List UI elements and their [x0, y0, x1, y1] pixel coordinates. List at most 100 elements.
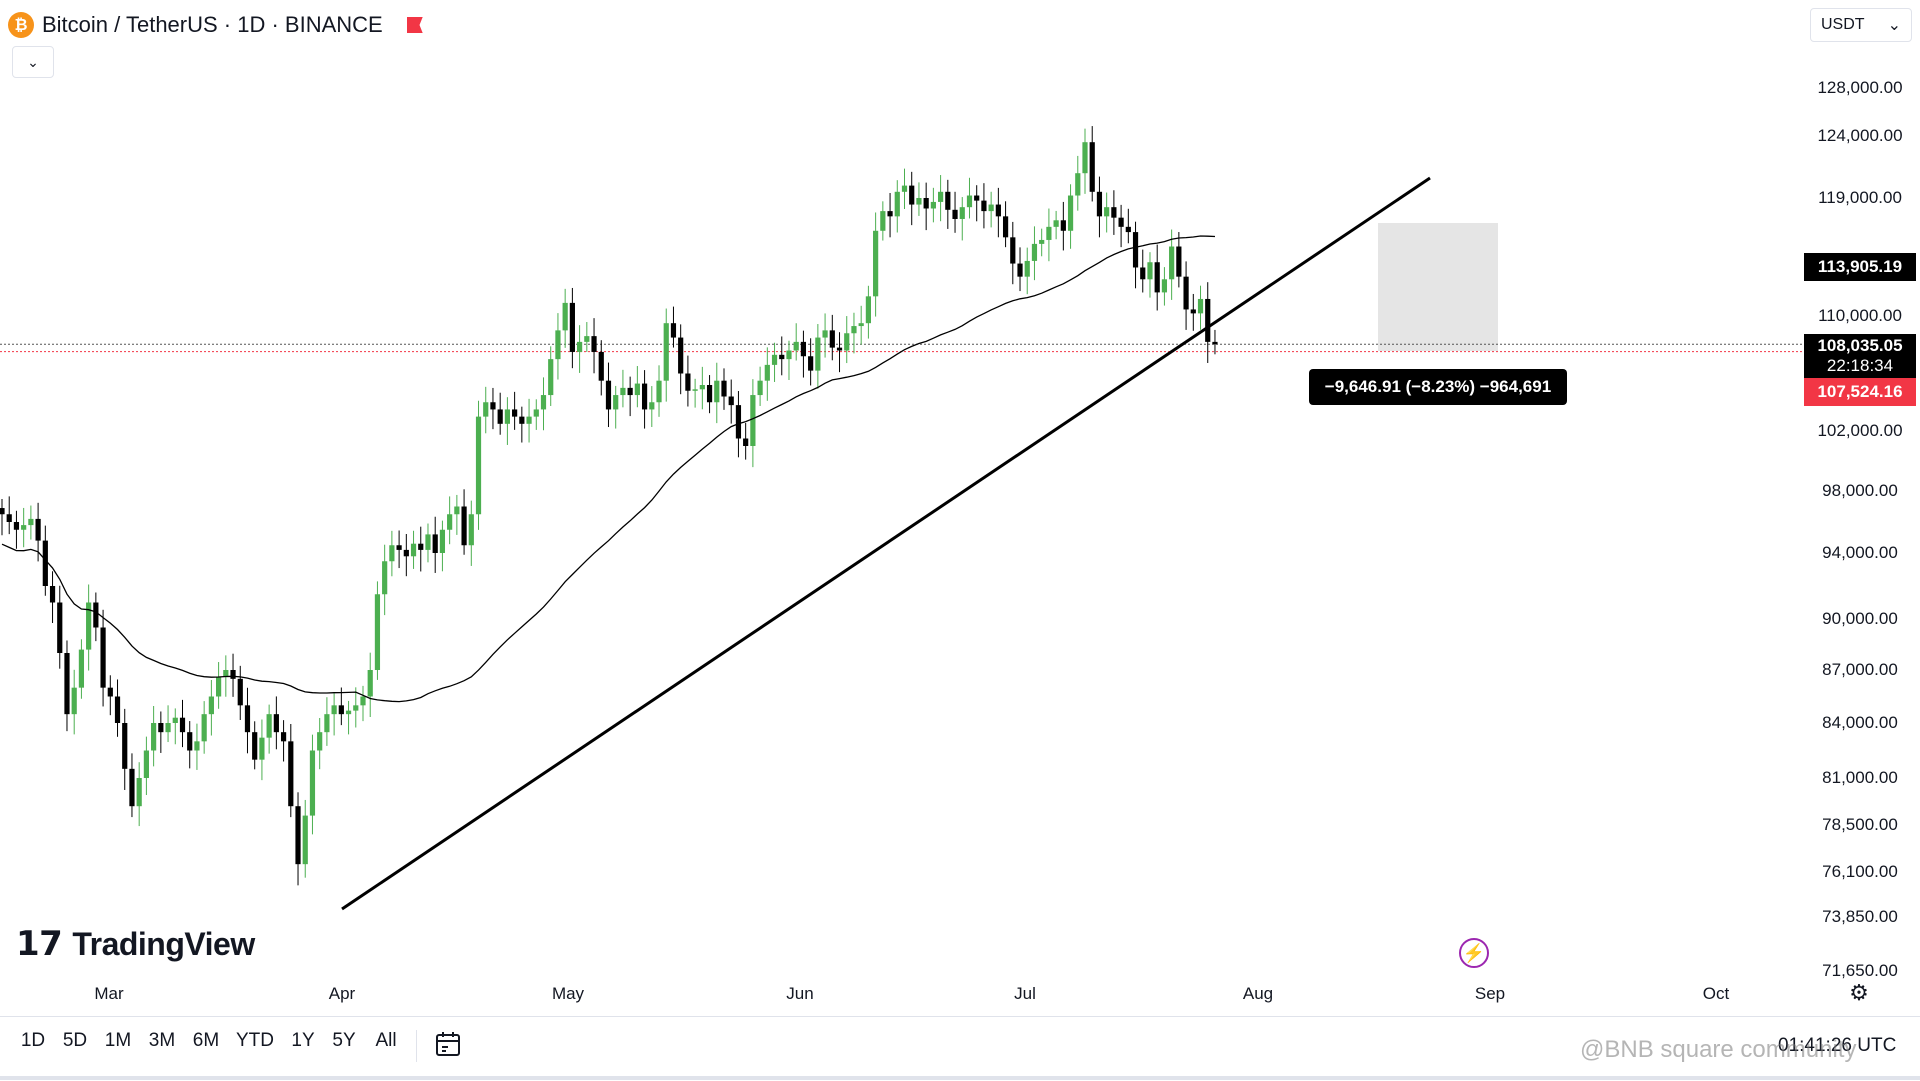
candle-body — [151, 723, 157, 751]
candle-body — [945, 191, 951, 210]
flag-icon[interactable] — [406, 17, 423, 33]
candle-body — [360, 696, 366, 706]
currency-selector[interactable]: USDT ⌄ — [1810, 8, 1912, 42]
candle-body — [938, 191, 944, 202]
candle-body — [577, 341, 583, 352]
lightning-icon[interactable]: ⚡ — [1459, 938, 1489, 968]
candle-body — [512, 409, 518, 417]
candle-body — [13, 522, 20, 530]
range-button-1y[interactable]: 1Y — [291, 1030, 315, 1051]
candle-body — [851, 326, 857, 334]
candle-body — [324, 714, 330, 733]
current-price-tag: 108,035.05 22:18:34 — [1804, 334, 1916, 378]
candle-body — [21, 525, 27, 530]
candle-body — [1147, 262, 1153, 280]
time-tick-label: Jun — [786, 984, 814, 1003]
time-tick-label: Sep — [1474, 984, 1506, 1003]
candle-body — [425, 534, 431, 550]
price-tick-label: 110,000.00 — [1818, 306, 1902, 325]
candle-body — [692, 389, 698, 391]
candle-body — [706, 385, 713, 403]
candle-body — [584, 336, 590, 342]
candle-body — [1053, 220, 1059, 227]
candle-body — [844, 333, 850, 351]
price-tick-label: 90,000.00 — [1822, 609, 1898, 628]
range-button-1m[interactable]: 1M — [104, 1030, 132, 1051]
range-button-3m[interactable]: 3M — [148, 1030, 176, 1051]
candle-body — [634, 383, 640, 396]
candle-body — [309, 750, 316, 816]
candle-body — [670, 323, 677, 338]
ma-price-tag: 113,905.19 — [1804, 253, 1916, 281]
candle-body — [331, 705, 337, 715]
candle-body — [757, 380, 763, 396]
settings-gear-icon[interactable]: ⚙ — [1849, 980, 1869, 1005]
price-tick-label: 124,000.00 — [1817, 126, 1903, 145]
candle-body — [1046, 226, 1052, 240]
range-button-6m[interactable]: 6M — [192, 1030, 220, 1051]
candle-body — [779, 354, 785, 360]
range-button-1d[interactable]: 1D — [20, 1030, 46, 1051]
collapse-legend-button[interactable]: ⌄ — [12, 46, 54, 78]
chevron-down-icon: ⌄ — [27, 53, 39, 70]
bitcoin-logo-icon: ₿ — [8, 12, 34, 38]
price-tick-label: 73,850.00 — [1822, 907, 1898, 926]
candle-body — [873, 230, 879, 297]
candle-body — [410, 543, 417, 557]
tradingview-logo[interactable]: 17 TradingView — [16, 924, 255, 964]
candle-body — [699, 385, 705, 390]
candle-body — [1205, 298, 1211, 342]
range-button-ytd[interactable]: YTD — [236, 1030, 274, 1051]
price-tick-label: 94,000.00 — [1822, 543, 1898, 562]
candle-body — [1060, 220, 1066, 231]
low-price-tag: 107,524.16 — [1804, 378, 1916, 406]
candle-body — [100, 627, 106, 688]
candle-body — [952, 209, 958, 219]
candle-body — [771, 354, 778, 365]
price-tick-label: 81,000.00 — [1822, 768, 1898, 787]
candle-body — [656, 380, 662, 403]
candle-body — [259, 737, 265, 760]
candle-body — [208, 696, 214, 715]
candle-body — [800, 341, 807, 357]
range-button-5y[interactable]: 5Y — [332, 1030, 356, 1051]
candle-body — [389, 545, 395, 562]
candle-body — [569, 302, 575, 352]
range-button-all[interactable]: All — [375, 1030, 397, 1051]
candle-body — [548, 359, 554, 396]
candle-body — [461, 506, 467, 546]
candle-body — [382, 561, 388, 595]
candle-body — [1010, 237, 1016, 264]
candle-body — [129, 768, 135, 807]
candle-body — [901, 185, 908, 192]
bottom-toolbar — [0, 1016, 1920, 1081]
candle-body — [1111, 207, 1117, 218]
candle-body — [432, 534, 438, 553]
utc-clock[interactable]: 01:41:26 UTC — [1778, 1035, 1897, 1056]
candle-body — [497, 409, 503, 424]
candle-body — [1161, 279, 1168, 293]
candle-body — [280, 732, 287, 742]
moving-average-line — [1, 235, 1216, 703]
candle-body — [923, 198, 929, 209]
candle-body — [735, 405, 742, 439]
calendar-icon[interactable] — [434, 1029, 464, 1059]
candle-body — [620, 387, 626, 396]
candle-body — [786, 350, 792, 360]
candle-body — [836, 347, 843, 351]
time-tick-label: May — [551, 984, 585, 1003]
candle-body — [678, 337, 684, 374]
tradingview-mark-icon: 17 — [16, 924, 63, 964]
candle-body — [627, 387, 633, 396]
candle-body — [266, 714, 272, 738]
price-tick-label: 87,000.00 — [1822, 660, 1898, 679]
candle-body — [143, 750, 149, 778]
price-tick-label: 76,100.00 — [1822, 862, 1898, 881]
candle-body — [858, 323, 864, 327]
candle-body — [439, 529, 446, 553]
candle-body — [728, 396, 734, 406]
range-button-5d[interactable]: 5D — [62, 1030, 88, 1051]
symbol-header[interactable]: ₿ Bitcoin / TetherUS · 1D · BINANCE — [8, 8, 423, 42]
candle-body — [187, 732, 193, 751]
